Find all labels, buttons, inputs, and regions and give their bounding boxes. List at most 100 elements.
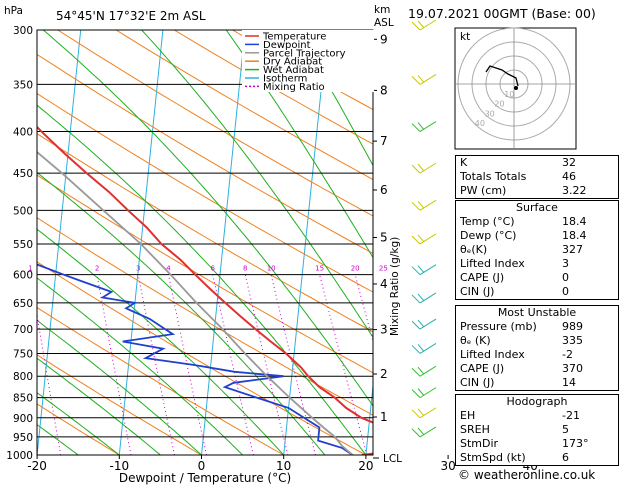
wind-barb: [411, 365, 437, 377]
index-row-pw: PW (cm) 3.22: [460, 184, 587, 197]
km-tick-label: 8: [380, 83, 388, 97]
lcl-label: LCL: [383, 453, 402, 465]
km-tick-label: 5: [380, 230, 388, 244]
dry-adiabat-line: [37, 217, 373, 416]
x-tick-label: 30: [440, 459, 455, 473]
legend-bg: [242, 30, 374, 92]
surface-row: CIN (J) 0: [460, 285, 569, 298]
dry-adiabat-line: [37, 306, 284, 455]
km-label: km: [374, 4, 390, 16]
hodo-row: StmSpd (kt) 6: [460, 451, 569, 464]
legend-item: Dry Adiabat: [263, 57, 322, 68]
mixing-ratio-label: 6: [211, 265, 216, 273]
mixing-ratio-label: 4: [166, 265, 171, 273]
mu-row: θₑ (K) 335: [460, 334, 583, 347]
km-tick-label: 3: [380, 323, 388, 337]
x-tick-label: 20: [358, 459, 373, 473]
legend-item: Dewpoint: [263, 40, 311, 51]
dry-adiabat-line: [37, 133, 373, 333]
pressure-tick-label: 550: [13, 239, 33, 251]
hpa-label: hPa: [4, 5, 23, 17]
isotherm-line: [37, 30, 82, 455]
pressure-tick-label: 850: [13, 393, 33, 405]
mixing-ratio-label: 20: [351, 265, 360, 273]
wind-barb: [411, 73, 437, 85]
wind-barb: [411, 318, 437, 330]
legend-item: Temperature: [262, 32, 326, 43]
x-tick-label: -10: [109, 459, 129, 473]
dry-adiabat-line: [37, 53, 373, 254]
hodo-row: EH -21: [460, 409, 580, 422]
surface-title: Surface: [516, 201, 558, 214]
datetime-label: 19.07.2021 00GMT (Base: 00): [408, 6, 596, 21]
km-tick-label: 2: [380, 367, 388, 381]
km-tick-label: 6: [380, 183, 388, 197]
series-dewpoint: [37, 263, 354, 455]
wind-barb: [411, 19, 437, 31]
pressure-tick-label: 1000: [6, 450, 33, 462]
x-tick-label: 0: [198, 459, 206, 473]
mixing-ratio-label: 1: [28, 265, 32, 273]
dry-adiabat-line: [37, 261, 367, 455]
mu-row: CAPE (J) 370: [460, 362, 583, 375]
surface-row: Dewp (°C) 18.4: [460, 229, 587, 242]
legend-item: Parcel Trajectory: [263, 48, 346, 59]
mixing-ratio-label: 15: [315, 265, 324, 273]
x-axis-label: Dewpoint / Temperature (°C): [119, 471, 291, 485]
storm-motion-marker: [514, 86, 518, 90]
pressure-tick-label: 700: [13, 324, 33, 336]
wind-barb: [411, 343, 437, 354]
surface-row: Temp (°C) 18.4: [460, 215, 587, 228]
wind-barb: [411, 426, 437, 438]
legend-item: Wet Adiabat: [263, 65, 324, 76]
pressure-tick-label: 750: [13, 348, 33, 360]
pressure-tick-label: 900: [13, 413, 33, 425]
asl-label: ASL: [374, 17, 394, 29]
km-tick-label: 4: [380, 277, 388, 291]
series-parcel-trajectory: [37, 150, 354, 455]
mixing-ratio-label: 3: [136, 265, 140, 273]
mu-row: Pressure (mb) 989: [460, 320, 583, 333]
wind-barb: [411, 199, 437, 211]
wind-barb: [411, 264, 437, 276]
dry-adiabat-line: [37, 92, 373, 293]
pressure-tick-label: 300: [13, 25, 33, 37]
km-tick-label: 7: [380, 134, 388, 148]
wet-adiabat-line: [37, 357, 161, 455]
surface-row: Lifted Index 3: [460, 257, 569, 270]
pressure-tick-label: 800: [13, 371, 33, 383]
hodograph-ring-label: 30: [485, 109, 495, 118]
surface-row: θₑ(K) 327: [460, 243, 583, 256]
wind-barb: [411, 387, 437, 399]
wind-barb: [411, 292, 437, 304]
wind-barb: [411, 233, 437, 245]
pressure-tick-label: 350: [13, 79, 33, 91]
mixing-ratio-line: [212, 274, 254, 455]
most-unstable-title: Most Unstable: [497, 306, 577, 319]
mu-row: Lifted Index -2: [460, 348, 573, 361]
credit-label: © weatheronline.co.uk: [458, 468, 596, 482]
index-row-totals: Totals Totals 46: [460, 170, 576, 183]
wind-barb: [411, 407, 437, 419]
km-tick-label: 9: [380, 32, 388, 46]
hodograph-table: Hodograph EH -21 SREH 5 StmDir 173° StmSpd …: [455, 394, 619, 466]
hodograph-trace: [485, 65, 519, 87]
index-row-k: K 32: [460, 156, 576, 169]
mixing-ratio-label: 10: [267, 265, 276, 273]
mixing-ratio-line: [270, 274, 316, 455]
pressure-tick-label: 950: [13, 432, 33, 444]
plot-area: [37, 30, 373, 455]
location-title: 54°45'N 17°32'E 2m ASL: [56, 9, 206, 23]
indices-table: K 32 Totals Totals 46 PW (cm) 3.22: [455, 155, 619, 199]
wet-adiabat-line: [37, 424, 79, 455]
dry-adiabat-line: [37, 354, 202, 455]
dry-adiabat-line: [37, 174, 373, 374]
dry-adiabat-line: [173, 30, 373, 145]
x-tick-label: 10: [276, 459, 291, 473]
pressure-tick-label: 600: [13, 270, 33, 282]
surface-table: Surface Temp (°C) 18.4 Dewp (°C) 18.4 θₑ(K…: [455, 200, 619, 300]
dry-adiabat-line: [37, 403, 120, 455]
mixing-ratio-line: [319, 274, 368, 455]
pressure-tick-label: 650: [13, 298, 33, 310]
